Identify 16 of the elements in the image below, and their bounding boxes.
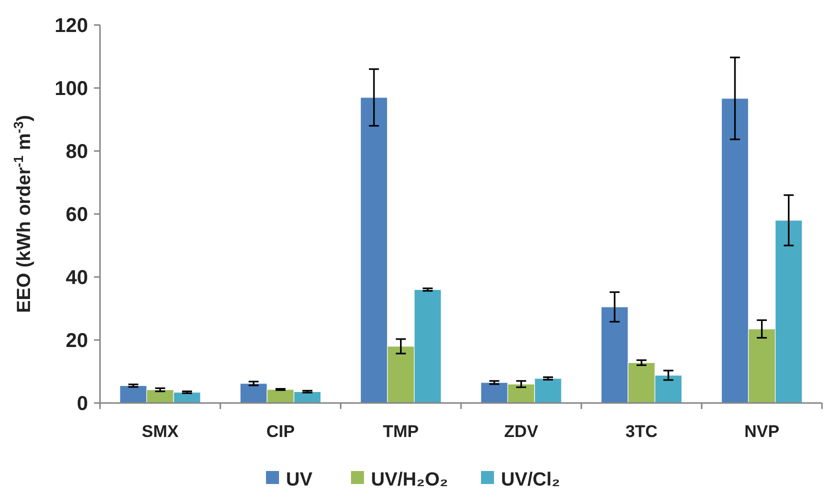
x-tick-label: NVP (744, 422, 780, 441)
legend-label: UV (286, 470, 313, 491)
y-tick-label: 20 (66, 330, 88, 352)
x-tick-label: TMP (382, 422, 419, 441)
x-tick-label: CIP (266, 422, 295, 441)
x-tick-label: ZDV (504, 422, 539, 441)
y-tick-label: 0 (76, 393, 88, 415)
y-tick-label: 40 (66, 267, 88, 289)
y-tick-label: 60 (66, 204, 88, 226)
y-tick-label: 100 (54, 78, 88, 100)
y-tick-label: 120 (54, 15, 88, 37)
y-tick-label: 80 (66, 141, 88, 163)
legend-label: UV/H₂O₂ (371, 470, 448, 491)
x-tick-label: SMX (142, 422, 180, 441)
legend-label: UV/Cl₂ (501, 470, 560, 491)
x-tick-label: 3TC (625, 422, 658, 441)
